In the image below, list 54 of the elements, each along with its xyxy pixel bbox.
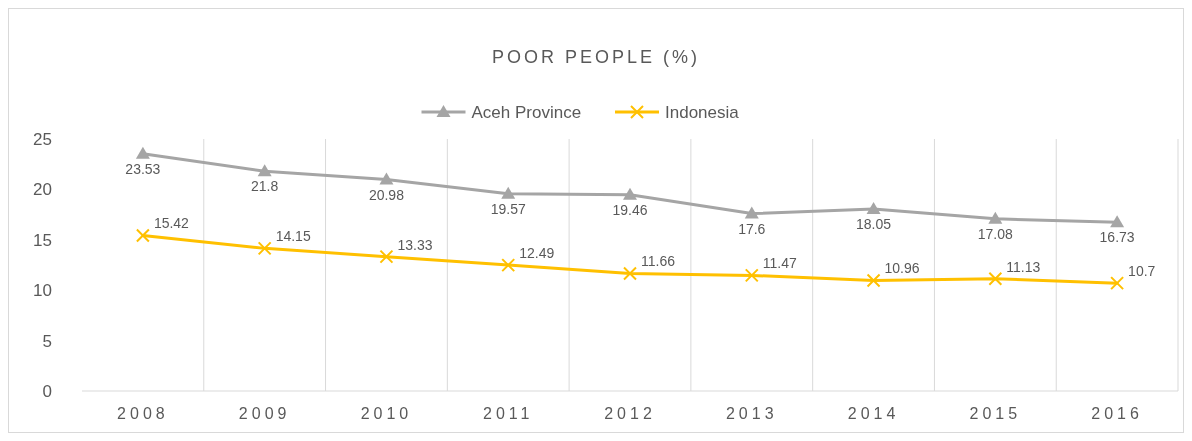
data-label: 20.98: [368, 186, 405, 203]
data-label: 11.66: [641, 253, 676, 270]
x-tick-label: 2008: [117, 405, 169, 422]
x-tick-label: 2012: [604, 405, 656, 422]
point: [1110, 215, 1125, 228]
data-label: 12.49: [519, 245, 555, 261]
y-tick-label: 20: [33, 180, 52, 200]
data-label: 19.57: [490, 200, 526, 217]
data-label: 10.96: [884, 260, 920, 277]
data-label: 17.08: [977, 225, 1014, 242]
data-label: 19.46: [612, 201, 648, 218]
point: [1110, 276, 1125, 291]
data-label: 15.42: [153, 215, 190, 232]
point: [623, 266, 637, 281]
point: [988, 271, 1003, 286]
point: [988, 211, 1003, 224]
x-tick-label: 2016: [1091, 405, 1143, 422]
point: [744, 268, 759, 283]
point: [257, 241, 272, 256]
point: [135, 146, 150, 159]
data-label: 21.8: [251, 178, 279, 195]
point: [379, 249, 394, 264]
data-label: 16.73: [1099, 229, 1135, 246]
x-tick-label: 2009: [238, 405, 291, 422]
y-tick-label: 0: [42, 381, 52, 401]
point: [744, 206, 759, 219]
point: [866, 202, 881, 215]
point: [135, 228, 150, 243]
point: [501, 258, 516, 273]
data-label: 17.6: [738, 220, 766, 237]
x-tick-label: 2010: [360, 405, 413, 422]
legend-label: Aceh Province: [471, 102, 582, 122]
legend-label: Indonesia: [665, 102, 740, 122]
y-tick-label: 15: [33, 230, 52, 250]
point: [866, 273, 881, 288]
chart-title: POOR PEOPLE (%): [491, 47, 701, 67]
data-label: 18.05: [856, 216, 892, 233]
y-tick-label: 10: [33, 281, 52, 301]
data-label: 13.33: [397, 236, 433, 253]
point: [501, 186, 516, 199]
x-tick-label: 2013: [725, 405, 778, 422]
y-tick-label: 25: [33, 129, 52, 149]
x-tick-label: 2015: [969, 405, 1022, 422]
y-tick-label: 5: [42, 331, 52, 351]
data-label: 11.47: [762, 255, 797, 272]
point: [257, 164, 272, 177]
data-label: 11.13: [1006, 258, 1041, 275]
data-label: 14.15: [275, 228, 311, 245]
data-label: 10.7: [1128, 263, 1156, 280]
x-tick-label: 2011: [483, 405, 534, 422]
x-tick-label: 2014: [847, 405, 900, 422]
data-label: 23.53: [125, 160, 161, 177]
point: [379, 172, 394, 185]
point: [623, 187, 637, 200]
